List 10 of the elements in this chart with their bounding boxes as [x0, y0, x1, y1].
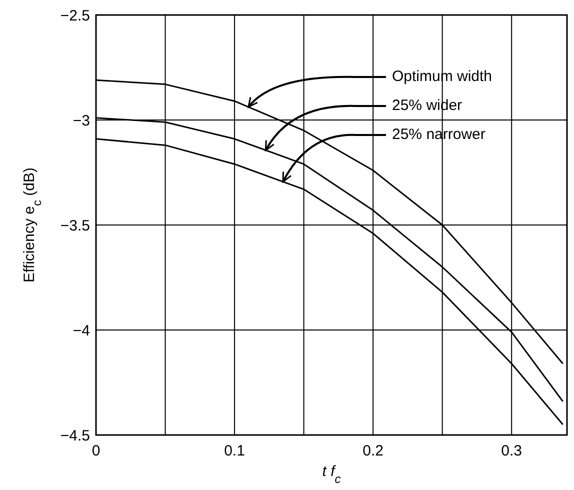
x-axis-title: t f$_{c}$	[322, 463, 341, 486]
y-tick-label: −3.5	[60, 217, 90, 234]
x-tick-label: 0.2	[362, 442, 384, 460]
y-tick-label: −3	[72, 112, 90, 130]
y-tick-label: −4	[72, 322, 90, 340]
x-tick-label: 0.3	[501, 442, 522, 460]
x-tick-label: 0	[92, 442, 100, 460]
y-tick-label: −4.5	[60, 427, 90, 444]
y-tick-label: −2.5	[60, 7, 90, 24]
x-tick-label: 0.1	[224, 442, 245, 460]
